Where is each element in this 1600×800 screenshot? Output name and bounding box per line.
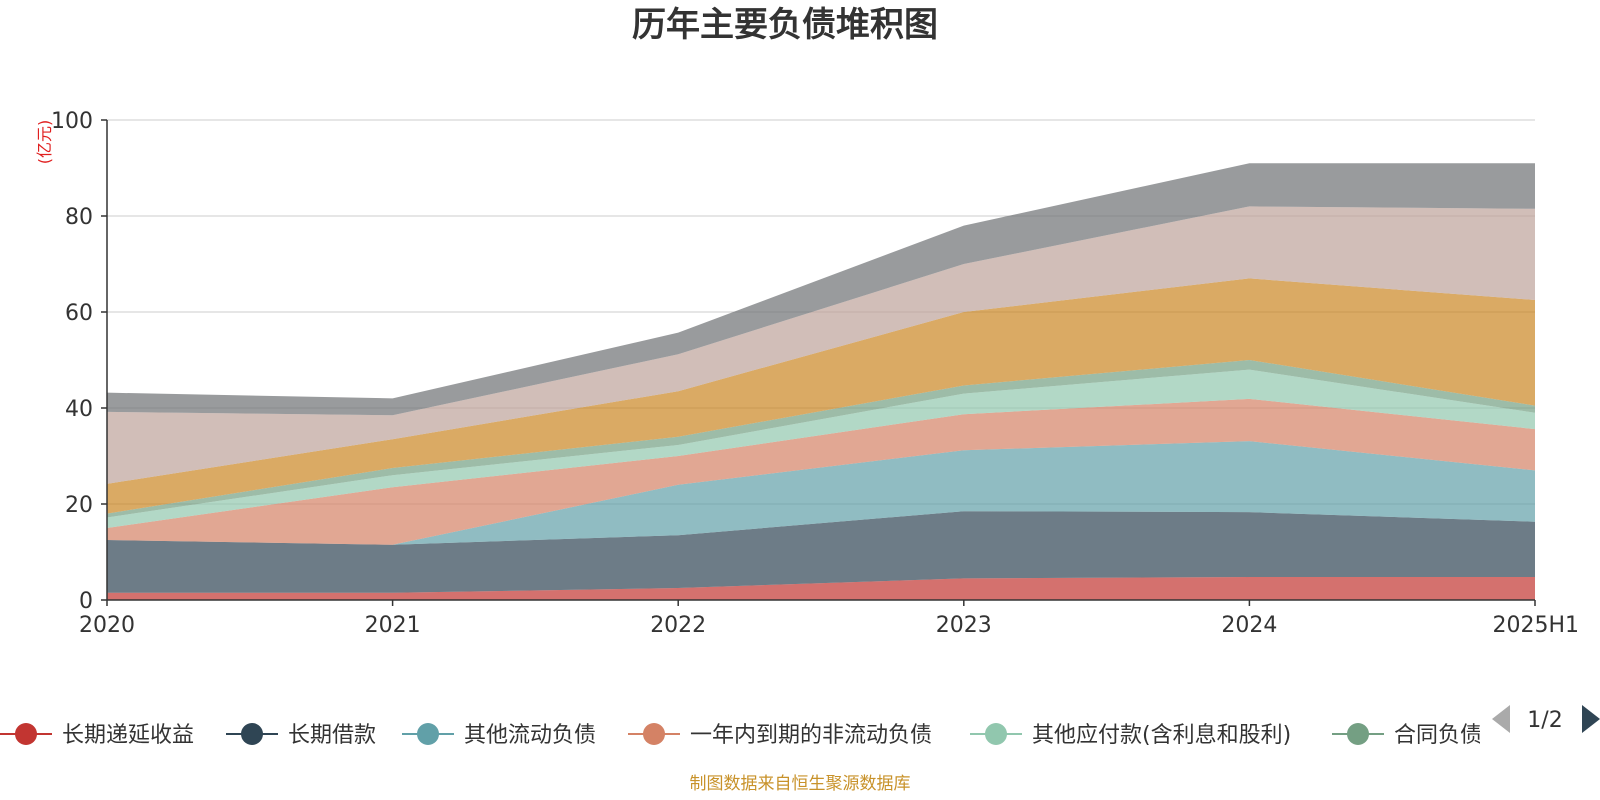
legend-label: 一年内到期的非流动负债 xyxy=(690,723,932,748)
legend-prev-icon[interactable] xyxy=(1492,705,1510,733)
legend-label: 其他应付款(含利息和股利) xyxy=(1032,723,1291,748)
legend-item[interactable]: 其他应付款(含利息和股利) xyxy=(970,723,1291,748)
y-tick-label: 60 xyxy=(65,301,93,326)
area-series-2 xyxy=(107,511,1535,593)
legend-marker-icon xyxy=(241,723,263,745)
legend-page-indicator: 1/2 xyxy=(1527,708,1562,733)
x-tick-label: 2025H1 xyxy=(1492,613,1579,638)
legend-item[interactable]: 长期借款 xyxy=(226,723,376,748)
legend-marker-icon xyxy=(15,723,37,745)
legend-marker-icon xyxy=(985,723,1007,745)
legend-label: 长期借款 xyxy=(288,723,376,748)
x-tick-labels: 2020 2021 2022 2023 2024 2025H1 xyxy=(79,613,1579,638)
area-series-9 xyxy=(107,163,1535,416)
x-tick-label: 2023 xyxy=(936,613,992,638)
legend: 长期递延收益 长期借款 其他流动负债 一年内到期的非流动负债 其他应付款(含利息和股利)… xyxy=(0,723,1482,748)
legend-item[interactable]: 长期递延收益 xyxy=(0,723,194,748)
legend-marker-icon xyxy=(1347,723,1369,745)
source-note: 制图数据来自恒生聚源数据库 xyxy=(690,774,911,794)
y-tick-labels: 0 20 40 60 80 100 xyxy=(51,109,93,614)
x-tick-label: 2020 xyxy=(79,613,135,638)
y-tick-label: 0 xyxy=(79,589,93,614)
area-series-1 xyxy=(107,576,1535,600)
y-tick-label: 80 xyxy=(65,205,93,230)
y-tick-label: 20 xyxy=(65,493,93,518)
area-series-4 xyxy=(107,398,1535,545)
legend-marker-icon xyxy=(417,723,439,745)
legend-pager: 1/2 xyxy=(1492,705,1600,733)
legend-item[interactable]: 其他流动负债 xyxy=(402,723,596,748)
x-tick-label: 2021 xyxy=(365,613,421,638)
area-series-7 xyxy=(107,278,1535,514)
legend-item[interactable]: 合同负债 xyxy=(1332,723,1482,748)
chart-title: 历年主要负债堆积图 xyxy=(632,5,938,45)
y-axis-unit: (亿元) xyxy=(35,120,54,165)
area-series-group xyxy=(107,163,1535,600)
legend-item[interactable]: 一年内到期的非流动负债 xyxy=(628,723,932,748)
area-series-8 xyxy=(107,206,1535,484)
y-tick-label: 100 xyxy=(51,109,93,134)
legend-label: 长期递延收益 xyxy=(62,723,194,748)
x-tick-label: 2022 xyxy=(650,613,706,638)
legend-next-icon[interactable] xyxy=(1582,705,1600,733)
legend-label: 合同负债 xyxy=(1394,723,1482,748)
legend-marker-icon xyxy=(643,723,665,745)
y-tick-label: 40 xyxy=(65,397,93,422)
area-series-3 xyxy=(107,441,1535,545)
axes xyxy=(101,119,1536,606)
x-tick-label: 2024 xyxy=(1221,613,1277,638)
legend-label: 其他流动负债 xyxy=(464,723,596,748)
